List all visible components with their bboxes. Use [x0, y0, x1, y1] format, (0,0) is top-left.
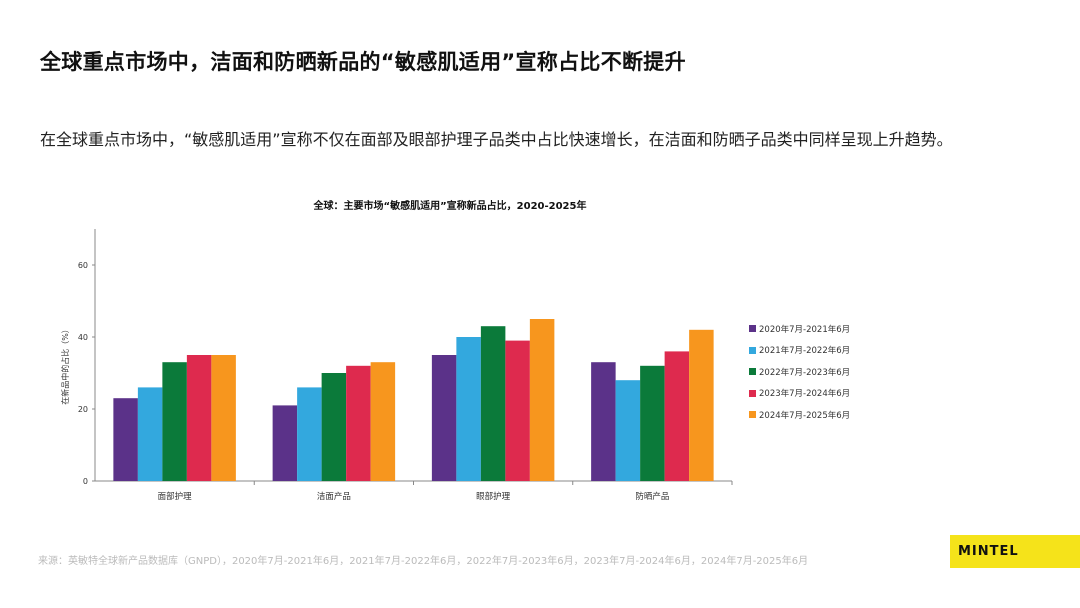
bar-2-2	[480, 326, 506, 481]
chart-legend: 2020年7月-2021年6月 2021年7月-2022年6月 2022年7月-20…	[749, 318, 850, 426]
y-tick-label: 60	[78, 261, 88, 270]
slide-body-text: 在全球重点市场中，“敏感肌适用”宣称不仅在面部及眼部护理子品类中占比快速增长，在…	[40, 130, 953, 149]
x-category-label: 面部护理	[158, 491, 193, 502]
logo-text: MINTEL	[958, 544, 1019, 559]
legend-item: 2021年7月-2022年6月	[749, 340, 850, 362]
legend-label: 2021年7月-2022年6月	[759, 346, 851, 357]
bar-2-0	[431, 355, 457, 481]
legend-label: 2024年7月-2025年6月	[759, 410, 851, 421]
chart-title: 全球：主要市场“敏感肌适用”宣称新品占比，2020-2025年	[313, 201, 587, 212]
bar-0-3	[186, 355, 212, 481]
legend-item: 2023年7月-2024年6月	[749, 383, 850, 405]
bar-1-1	[297, 387, 322, 481]
mintel-logo: MINTEL	[950, 535, 1080, 568]
legend-swatch	[749, 325, 756, 333]
x-category-label: 洁面产品	[317, 491, 351, 502]
bar-3-1	[615, 380, 641, 481]
bar-0-1	[137, 387, 163, 481]
bar-2-1	[456, 337, 481, 481]
legend-label: 2023年7月-2024年6月	[759, 389, 851, 400]
bar-1-4	[370, 362, 396, 481]
x-category-label: 眼部护理	[476, 491, 511, 502]
bar-0-2	[162, 362, 187, 481]
bar-0-4	[211, 355, 236, 481]
bar-1-0	[272, 405, 298, 481]
legend-item: 2024年7月-2025年6月	[749, 404, 850, 426]
legend-label: 2020年7月-2021年6月	[759, 324, 851, 335]
source-note: 来源：英敏特全球新产品数据库（GNPD），2020年7月-2021年6月，202…	[38, 556, 809, 567]
legend-item: 2022年7月-2023年6月	[749, 361, 850, 383]
bar-3-2	[640, 365, 665, 481]
bar-3-4	[689, 329, 714, 481]
x-category-label: 防晒产品	[635, 491, 669, 502]
y-tick-label: 40	[78, 333, 88, 342]
bar-2-3	[505, 340, 530, 481]
y-tick-label: 20	[78, 405, 88, 414]
legend-swatch	[749, 389, 756, 397]
bar-2-4	[529, 319, 555, 481]
bar-3-3	[664, 351, 690, 481]
bar-1-3	[346, 365, 371, 481]
y-axis-label: 在新品中的占比（%）	[60, 325, 70, 405]
legend-item: 2020年7月-2021年6月	[749, 318, 850, 340]
legend-swatch	[749, 368, 756, 376]
legend-swatch	[749, 411, 756, 419]
slide-title: 全球重点市场中，洁面和防晒新品的“敏感肌适用”宣称占比不断提升	[40, 50, 686, 74]
legend-label: 2022年7月-2023年6月	[759, 367, 851, 378]
legend-swatch	[749, 346, 756, 354]
y-tick-label: 0	[83, 477, 88, 486]
bar-0-0	[113, 398, 138, 481]
bar-3-0	[591, 362, 616, 481]
bar-1-2	[321, 373, 347, 481]
